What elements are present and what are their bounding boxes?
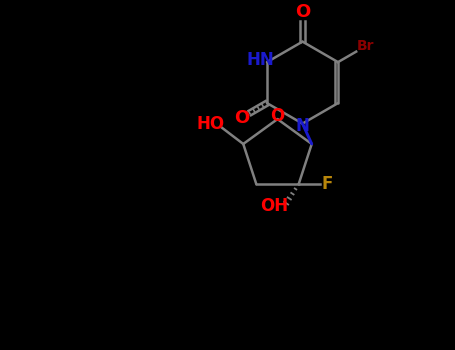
Text: HN: HN (246, 51, 274, 69)
Text: N: N (296, 117, 309, 135)
Text: Br: Br (357, 39, 374, 53)
Text: O: O (270, 107, 285, 125)
Text: F: F (322, 175, 333, 193)
Text: HO: HO (196, 115, 224, 133)
Text: O: O (234, 108, 249, 127)
Text: O: O (295, 3, 310, 21)
Text: OH: OH (260, 197, 288, 215)
